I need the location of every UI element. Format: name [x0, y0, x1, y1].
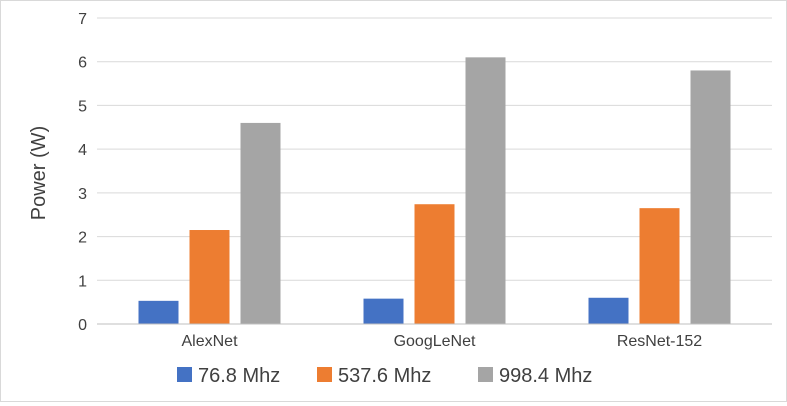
y-tick-label: 4	[78, 142, 87, 159]
y-axis-label: Power (W)	[28, 126, 50, 220]
y-tick-label: 1	[78, 273, 87, 290]
x-category-label: AlexNet	[181, 333, 238, 350]
y-tick-label: 2	[78, 230, 87, 247]
bar	[189, 230, 230, 324]
x-category-label: ResNet-152	[617, 333, 702, 350]
bar	[363, 298, 404, 324]
legend-swatch	[177, 367, 192, 382]
bar	[240, 122, 281, 325]
bar	[639, 208, 680, 324]
bar	[465, 57, 506, 324]
bar	[414, 204, 455, 324]
legend-label: 537.6 Mhz	[338, 365, 431, 387]
legend-swatch	[478, 367, 493, 382]
x-category-label: GoogLeNet	[394, 333, 476, 350]
bar	[138, 300, 179, 324]
legend-label: 998.4 Mhz	[499, 365, 592, 387]
bars	[138, 57, 731, 325]
y-tick-label: 0	[78, 317, 87, 334]
legend-swatch	[317, 367, 332, 382]
y-tick-label: 3	[78, 186, 87, 203]
y-tick-label: 6	[78, 55, 87, 72]
bar	[588, 297, 629, 324]
x-axis-categories: AlexNet GoogLeNet ResNet-152	[181, 333, 702, 350]
legend: 76.8 Mhz 537.6 Mhz 998.4 Mhz	[177, 365, 592, 387]
legend-label: 76.8 Mhz	[198, 365, 280, 387]
y-tick-label: 5	[78, 98, 87, 115]
y-tick-label: 7	[78, 11, 87, 28]
bar	[690, 70, 731, 324]
y-axis-ticks: 0 1 2 3 4 5 6 7	[78, 11, 87, 334]
